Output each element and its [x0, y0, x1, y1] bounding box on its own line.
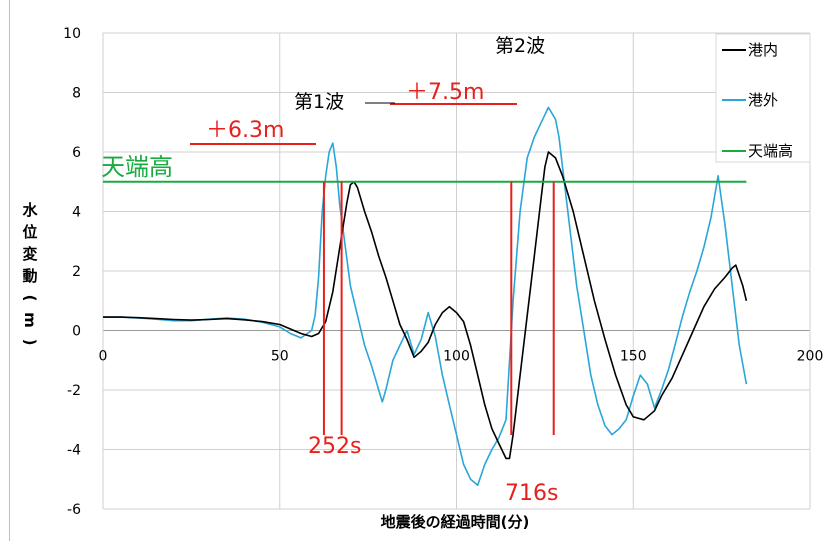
y-tick-label: 0	[72, 324, 81, 340]
annotations: 第1波 第2波 ＋6.3m ＋7.5m 天端高 252s 716s	[101, 35, 558, 506]
x-tick-label: 100	[443, 349, 470, 365]
y-axis-label-char: 動	[22, 267, 37, 285]
y-tick-label: 8	[72, 86, 81, 102]
x-tick-label: 0	[99, 349, 108, 365]
time1-label: 252s	[308, 434, 361, 459]
rise1-label: ＋6.3m	[206, 118, 284, 143]
y-tick-label: -4	[67, 443, 81, 459]
y-tick-label: 4	[72, 205, 81, 221]
y-axis-label-char: 水	[22, 201, 38, 219]
wave1-label: 第1波	[294, 91, 344, 113]
legend-entry: 天端高	[748, 142, 793, 160]
x-tick-label: 150	[620, 349, 647, 365]
time2-label: 716s	[505, 481, 558, 506]
legend-entry: 港内	[748, 41, 778, 59]
y-tick-label: 6	[72, 145, 81, 161]
x-axis-ticks: 0 50 100 150 200	[99, 349, 824, 365]
x-axis-label: 地震後の経過時間(分)	[381, 513, 530, 531]
rise2-label: ＋7.5m	[406, 80, 484, 105]
crest-height-label: 天端高	[101, 153, 173, 181]
y-tick-label: -2	[67, 383, 81, 399]
series-line-1	[103, 106, 748, 486]
y-axis-label-char: m	[21, 312, 39, 328]
time-marker-lines	[322, 181, 555, 435]
y-tick-label: 10	[63, 26, 81, 42]
x-tick-label: 200	[797, 349, 824, 365]
series-line-0	[103, 151, 748, 460]
y-axis-label-char: (	[21, 295, 39, 302]
series-lines	[103, 106, 748, 486]
wave2-label: 第2波	[495, 35, 545, 57]
y-axis-label-char: )	[21, 339, 39, 346]
y-axis-label-char: 変	[22, 245, 37, 263]
y-axis-label-char: 位	[22, 223, 37, 241]
y-tick-label: -6	[67, 502, 81, 518]
y-axis-ticks: -6 -4 -2 0 2 4 6 8 10	[63, 26, 81, 518]
left-border-line	[9, 0, 10, 541]
y-tick-label: 2	[72, 264, 81, 280]
legend-box	[715, 33, 811, 163]
x-tick-label: 50	[271, 349, 289, 365]
legend-entry: 港外	[748, 91, 778, 109]
